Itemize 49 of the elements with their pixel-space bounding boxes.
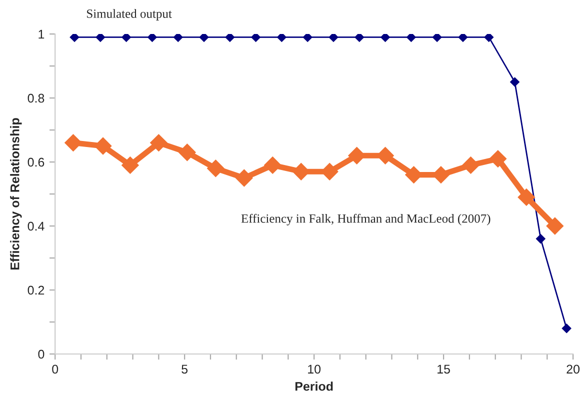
point [251,34,260,42]
y-tick-label: 0.4 [28,222,44,231]
y-tick-label: 1 [38,30,44,39]
text: Efficiency in Falk, Huffman and MacLeod (2007) [241,214,490,226]
point [458,34,468,42]
x-tick-label: 20 [566,364,580,374]
point [277,34,286,42]
series-label: Simulated output [87,9,172,20]
point [264,156,282,174]
point [328,34,338,42]
point [562,324,572,334]
point [489,150,506,168]
point [207,160,224,177]
point [406,34,416,42]
point [432,34,442,42]
point [122,34,131,42]
y-tick-label: 0.6 [28,158,44,167]
point [122,156,139,174]
x-tick-label: 0 [52,364,58,374]
point [302,34,312,42]
point [178,144,196,161]
y-tick-label: 0.8 [28,94,44,103]
point [354,34,364,42]
point [148,34,157,42]
point [380,34,390,42]
point [225,34,235,42]
point [70,34,80,42]
point [236,169,253,187]
point [94,137,112,155]
point [321,163,338,180]
x-axis-title: Period [295,382,333,391]
point [510,77,520,87]
x-tick-label: 5 [182,364,188,374]
point [536,234,546,244]
point [64,134,82,152]
point [518,188,535,206]
point [199,34,209,42]
y-tick-label: 0.2 [28,286,44,295]
x-tick-label: 10 [308,364,321,374]
x-tick-label: 15 [438,364,450,374]
y-axis-title: Efficiency of Relationship [10,118,22,270]
point [546,217,564,235]
point [96,34,106,42]
point [484,34,494,42]
y-tick-label: 0 [38,350,44,359]
point [462,156,480,174]
point [348,147,366,164]
point [150,134,168,152]
point [173,34,183,42]
